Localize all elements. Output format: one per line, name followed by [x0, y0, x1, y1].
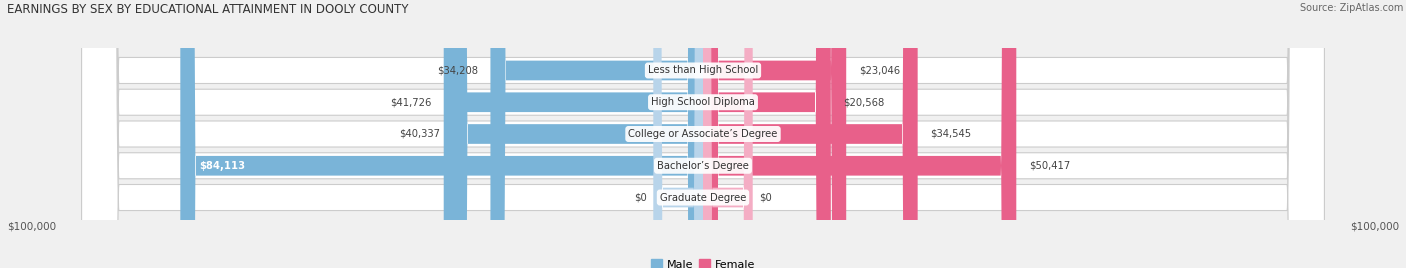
- FancyBboxPatch shape: [703, 0, 831, 268]
- Text: $23,046: $23,046: [859, 65, 900, 76]
- Text: $50,417: $50,417: [1029, 161, 1070, 171]
- FancyBboxPatch shape: [82, 0, 1324, 268]
- FancyBboxPatch shape: [82, 0, 1324, 268]
- FancyBboxPatch shape: [703, 0, 918, 268]
- FancyBboxPatch shape: [703, 0, 752, 268]
- FancyBboxPatch shape: [82, 0, 1324, 268]
- FancyBboxPatch shape: [703, 0, 1017, 268]
- FancyBboxPatch shape: [703, 0, 846, 268]
- Text: $84,113: $84,113: [200, 161, 245, 171]
- Text: College or Associate’s Degree: College or Associate’s Degree: [628, 129, 778, 139]
- Text: $0: $0: [634, 192, 647, 203]
- Text: $34,208: $34,208: [437, 65, 478, 76]
- FancyBboxPatch shape: [82, 0, 1324, 268]
- Text: $41,726: $41,726: [389, 97, 432, 107]
- Text: $0: $0: [759, 192, 772, 203]
- Text: EARNINGS BY SEX BY EDUCATIONAL ATTAINMENT IN DOOLY COUNTY: EARNINGS BY SEX BY EDUCATIONAL ATTAINMEN…: [7, 3, 409, 16]
- Text: Graduate Degree: Graduate Degree: [659, 192, 747, 203]
- Text: Source: ZipAtlas.com: Source: ZipAtlas.com: [1299, 3, 1403, 13]
- FancyBboxPatch shape: [654, 0, 703, 268]
- Text: Bachelor’s Degree: Bachelor’s Degree: [657, 161, 749, 171]
- Text: High School Diploma: High School Diploma: [651, 97, 755, 107]
- FancyBboxPatch shape: [82, 0, 1324, 268]
- Text: $20,568: $20,568: [844, 97, 884, 107]
- Text: $100,000: $100,000: [7, 221, 56, 231]
- FancyBboxPatch shape: [180, 0, 703, 268]
- FancyBboxPatch shape: [491, 0, 703, 268]
- FancyBboxPatch shape: [453, 0, 703, 268]
- FancyBboxPatch shape: [444, 0, 703, 268]
- Text: $100,000: $100,000: [1350, 221, 1399, 231]
- Text: $40,337: $40,337: [399, 129, 440, 139]
- Legend: Male, Female: Male, Female: [647, 255, 759, 268]
- Text: Less than High School: Less than High School: [648, 65, 758, 76]
- Text: $34,545: $34,545: [931, 129, 972, 139]
